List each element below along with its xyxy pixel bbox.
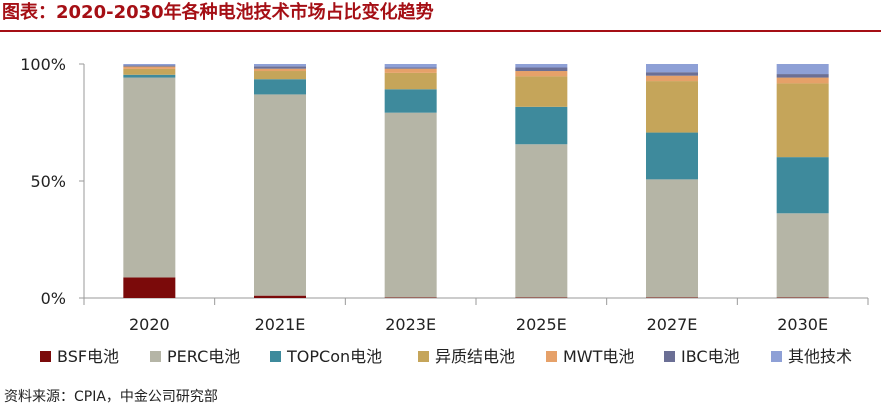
bar-segment-5-6 (776, 64, 829, 75)
bar-segment-2-4 (384, 68, 437, 73)
x-tick-label: 2020 (129, 315, 170, 334)
legend-label-4: MWT电池 (563, 347, 634, 366)
bar-segment-3-4 (515, 71, 568, 77)
bar-segment-4-1 (646, 179, 698, 298)
bar-segment-1-5 (254, 66, 306, 69)
bar-segment-1-6 (254, 64, 306, 67)
legend-swatch-0 (40, 351, 51, 362)
bar-segment-0-4 (123, 66, 176, 69)
legend-swatch-5 (664, 351, 675, 362)
legend-label-6: 其他技术 (788, 347, 852, 366)
bar-segment-3-2 (515, 106, 568, 145)
title-divider (0, 30, 881, 32)
bar-segment-1-4 (254, 68, 306, 72)
x-tick-label: 2023E (385, 315, 436, 334)
y-tick-label: 50% (30, 172, 66, 191)
legend-swatch-2 (270, 351, 281, 362)
stacked-bar-chart: 100% 50% 0% 2020 2021E 2023E 2025E 2027E 2030E BS… (20, 55, 869, 366)
bar-segment-1-1 (254, 94, 306, 296)
bar-segment-2-5 (384, 67, 437, 69)
legend-swatch-1 (150, 351, 161, 362)
y-tick-label: 0% (41, 289, 66, 308)
bar-segment-1-0 (254, 295, 306, 298)
legend-swatch-3 (418, 351, 429, 362)
x-tick-label: 2021E (255, 315, 306, 334)
bar-segment-0-3 (123, 68, 176, 75)
legend-swatch-6 (771, 351, 782, 362)
legend-label-5: IBC电池 (681, 347, 740, 366)
y-tick-label: 100% (20, 55, 66, 74)
bar-segment-4-3 (646, 81, 698, 133)
bar-segment-3-5 (515, 67, 568, 72)
bar-segment-4-4 (646, 75, 698, 82)
bar-segment-0-6 (123, 64, 176, 66)
bar-segment-5-4 (776, 77, 829, 84)
bar-segment-4-6 (646, 64, 698, 73)
bar-segment-4-2 (646, 132, 698, 180)
chart-title: 图表：2020-2030年各种电池技术市场占比变化趋势 (2, 2, 434, 23)
legend-label-2: TOPCon电池 (286, 347, 382, 366)
bar-segment-1-3 (254, 71, 306, 80)
bar-segment-2-6 (384, 64, 437, 68)
bar-segment-3-1 (515, 144, 568, 298)
bar-segment-2-1 (384, 112, 437, 298)
x-tick-label: 2025E (516, 315, 567, 334)
x-tick-label: 2027E (647, 315, 698, 334)
bar-segment-5-2 (776, 157, 829, 214)
bar-segment-2-3 (384, 72, 437, 90)
bar-segment-0-1 (123, 77, 176, 278)
legend-label-0: BSF电池 (57, 347, 119, 366)
bar-segment-3-6 (515, 64, 568, 68)
bar-segment-0-5 (123, 65, 176, 67)
bar-segment-5-5 (776, 74, 829, 78)
x-tick-label: 2030E (777, 315, 828, 334)
bar-segment-0-2 (123, 74, 176, 78)
bar-segment-5-1 (776, 213, 829, 298)
bar-segment-3-3 (515, 76, 568, 107)
bar-segment-1-2 (254, 79, 306, 95)
legend-label-3: 异质结电池 (435, 347, 515, 366)
bar-segment-4-5 (646, 72, 698, 76)
legend-label-1: PERC电池 (167, 347, 240, 366)
source-note: 资料来源：CPIA，中金公司研究部 (4, 389, 218, 405)
bar-segment-0-0 (123, 277, 176, 298)
legend-swatch-4 (546, 351, 557, 362)
bar-segment-5-3 (776, 83, 829, 158)
bar-segment-2-2 (384, 89, 437, 113)
